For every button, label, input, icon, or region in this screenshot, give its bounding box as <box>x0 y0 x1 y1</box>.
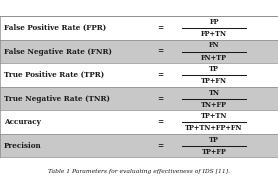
Text: =: = <box>157 24 163 32</box>
Text: TP: TP <box>209 136 219 144</box>
Bar <box>0 110 278 134</box>
Text: TP+FP: TP+FP <box>202 148 227 156</box>
Text: FN: FN <box>209 41 219 49</box>
Text: TN+FP: TN+FP <box>201 101 227 109</box>
Text: =: = <box>157 142 163 150</box>
Bar <box>0 87 278 110</box>
Text: TP+FN: TP+FN <box>201 77 227 85</box>
Text: =: = <box>157 118 163 126</box>
Bar <box>0 63 278 87</box>
Text: Precision: Precision <box>4 142 42 150</box>
Text: True Negative Rate (TNR): True Negative Rate (TNR) <box>4 95 110 103</box>
Text: FN+TP: FN+TP <box>201 54 227 62</box>
Text: TP: TP <box>209 65 219 73</box>
Text: False Negative Rate (FNR): False Negative Rate (FNR) <box>4 48 112 56</box>
Text: FP+TN: FP+TN <box>201 30 227 38</box>
Text: =: = <box>157 48 163 56</box>
Text: TP+TN: TP+TN <box>201 112 227 120</box>
Bar <box>0 16 278 40</box>
Text: False Positive Rate (FPR): False Positive Rate (FPR) <box>4 24 106 32</box>
Text: =: = <box>157 71 163 79</box>
Text: FP: FP <box>209 18 219 26</box>
Bar <box>0 40 278 63</box>
Text: Accuracy: Accuracy <box>4 118 41 126</box>
Text: TN: TN <box>208 89 220 96</box>
Text: TP+TN+FP+FN: TP+TN+FP+FN <box>185 124 243 132</box>
Text: =: = <box>157 95 163 103</box>
Text: Table 1 Parameters for evaluating effectiveness of IDS [11].: Table 1 Parameters for evaluating effect… <box>48 169 230 174</box>
Bar <box>0 134 278 157</box>
Text: True Positive Rate (TPR): True Positive Rate (TPR) <box>4 71 105 79</box>
